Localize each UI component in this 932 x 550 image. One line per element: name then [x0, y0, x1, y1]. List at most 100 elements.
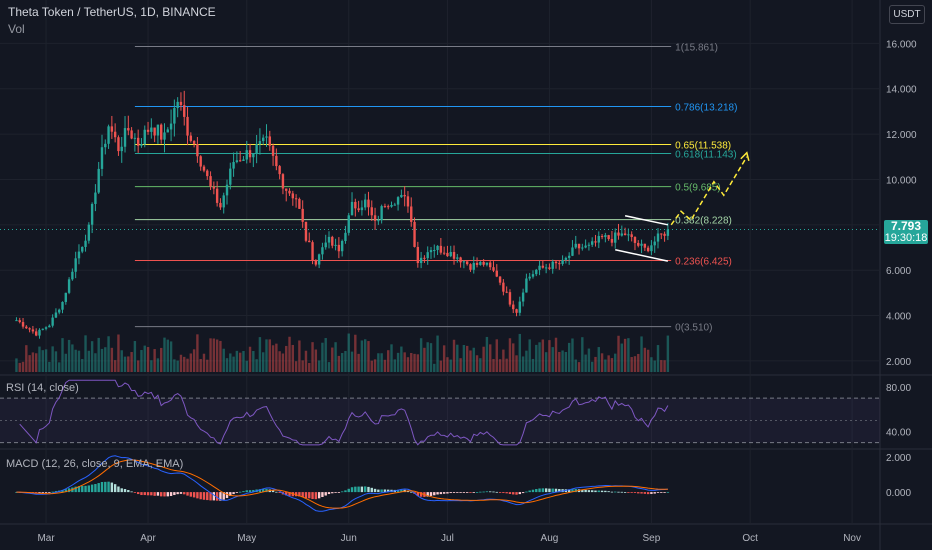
macd-histogram-bar	[298, 492, 301, 497]
candle-body	[51, 317, 54, 326]
volume-bar	[646, 349, 650, 372]
macd-histogram-bar	[340, 491, 344, 493]
volume-bar	[357, 353, 360, 372]
macd-histogram-bar	[600, 490, 604, 493]
candle-body	[133, 137, 137, 139]
volume-bar	[278, 351, 281, 372]
macd-histogram-bar	[548, 488, 551, 493]
candle-body	[199, 156, 202, 167]
macd-histogram-bar	[357, 486, 360, 493]
candle-body	[262, 137, 265, 142]
macd-label[interactable]: MACD (12, 26, close, 9, EMA, EMA)	[6, 458, 184, 470]
volume-bar	[459, 358, 462, 372]
macd-histogram-bar	[215, 492, 219, 501]
candle-body	[515, 309, 518, 313]
candle-body	[183, 105, 186, 117]
time-tick-label: Nov	[843, 533, 861, 544]
candle-body	[18, 320, 21, 323]
volume-bar	[225, 358, 229, 372]
volume-bar	[67, 339, 71, 372]
candle-body	[84, 240, 87, 247]
macd-histogram-bar	[508, 492, 512, 494]
candle-body	[222, 195, 225, 208]
volume-bar	[538, 342, 541, 372]
macd-histogram-bar	[446, 492, 449, 494]
candle-body	[650, 245, 653, 252]
candle-body	[291, 193, 295, 199]
volume-bar	[334, 342, 337, 372]
volume-bar	[410, 352, 413, 372]
candle-body	[48, 325, 51, 328]
candle-body	[436, 245, 439, 251]
macd-histogram-bar	[199, 492, 202, 500]
volume-bar	[433, 363, 436, 372]
candle-body	[502, 282, 505, 292]
candle-body	[413, 221, 416, 247]
candle-body	[426, 252, 429, 259]
fib-level-label: 0.65(11.538)	[675, 141, 731, 152]
candle-body	[581, 247, 584, 249]
macd-histogram-bar	[117, 486, 120, 493]
candle-body	[465, 261, 469, 265]
macd-histogram-bar	[370, 487, 373, 493]
volume-bar	[373, 359, 377, 372]
candle-body	[538, 265, 541, 270]
volume-bar	[535, 344, 538, 372]
macd-histogram-bar	[433, 492, 436, 496]
volume-bar	[396, 352, 400, 372]
time-tick-label: Aug	[541, 533, 559, 544]
volume-bar	[25, 345, 28, 372]
chart-drawings[interactable]	[615, 151, 750, 262]
macd-histogram-bar	[186, 492, 189, 496]
volume-bar	[107, 336, 110, 372]
macd-histogram-bar	[531, 489, 535, 493]
fibonacci-retracement[interactable]: 1(15.861) 0.786(13.218) 0.65(11.538)0.618(…	[134, 42, 738, 334]
macd-histogram-bar	[650, 492, 653, 494]
macd-line	[16, 455, 668, 512]
volume-bar	[166, 339, 169, 372]
volume-bar	[64, 353, 67, 372]
rsi-label[interactable]: RSI (14, close)	[6, 382, 79, 394]
volume-bar	[206, 359, 209, 372]
macd-tick-label: 0.000	[886, 488, 911, 499]
macd-histogram-bar	[354, 486, 357, 493]
macd-histogram-bar	[136, 492, 140, 495]
candle-body	[15, 320, 18, 322]
macd-histogram-bar	[541, 488, 545, 493]
macd-histogram-bar	[387, 489, 390, 493]
macd-histogram-bar	[521, 492, 525, 494]
candle-body	[419, 257, 423, 264]
symbol-title[interactable]: Theta Token / TetherUS, 1D, BINANCE	[8, 5, 216, 19]
volume-bar	[643, 347, 647, 372]
candle-body	[403, 194, 406, 197]
volume-bar	[653, 360, 656, 372]
candle-body	[344, 232, 347, 241]
candle-body	[81, 246, 84, 252]
macd-histogram-bar	[271, 490, 275, 493]
macd-histogram-bar	[344, 490, 347, 493]
candle-body	[492, 267, 495, 271]
candle-body	[28, 328, 31, 330]
candle-body	[31, 329, 35, 332]
candle-body	[74, 258, 77, 272]
macd-histogram-bar	[127, 490, 130, 493]
candle-body	[512, 304, 515, 310]
currency-button[interactable]: USDT	[889, 5, 925, 24]
candle-body	[265, 136, 268, 138]
candle-body	[423, 257, 426, 259]
macd-histogram-bar	[225, 492, 229, 499]
candle-body	[354, 201, 357, 209]
candle-body	[150, 127, 153, 132]
volume-bar	[97, 337, 100, 372]
candle-body	[630, 234, 633, 238]
macd-histogram-bar	[113, 484, 117, 493]
macd-histogram-bar	[640, 492, 643, 494]
volume-bar	[229, 353, 232, 372]
candle-body	[143, 129, 146, 145]
volume-bar	[268, 339, 271, 372]
macd-histogram-bar	[587, 490, 591, 493]
macd-histogram-bar	[462, 492, 466, 493]
volume-bar	[551, 347, 554, 372]
volume-bar	[235, 350, 239, 372]
